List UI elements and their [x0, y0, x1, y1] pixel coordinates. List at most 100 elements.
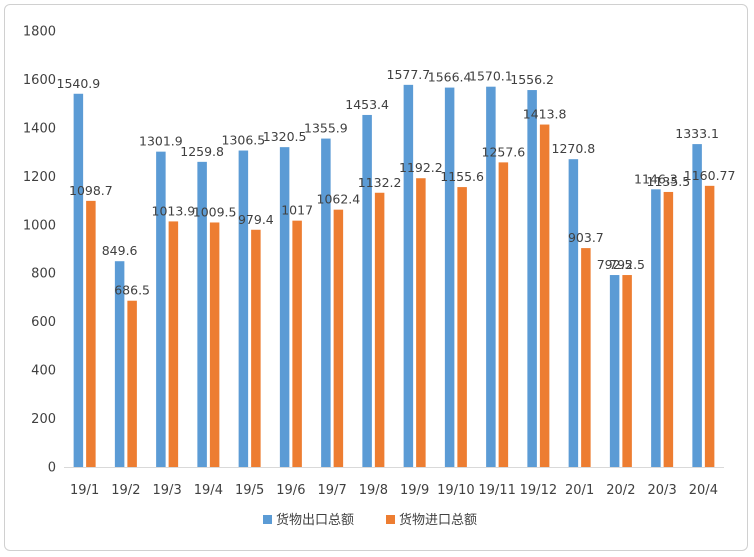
bar-import — [333, 209, 344, 467]
y-tick-label: 1800 — [23, 25, 56, 40]
bar-export — [609, 275, 620, 467]
x-tick-label: 20/4 — [689, 483, 718, 498]
x-axis: 19/1 19/2 19/3 19/4 19/5 19/6 19/7 19/8 19/9 19/1… — [64, 467, 724, 498]
y-tick-label: 600 — [31, 315, 56, 330]
data-label-export: 1355.9 — [304, 121, 348, 136]
bar-import — [168, 221, 179, 467]
x-tick-label: 19/12 — [520, 483, 557, 498]
bar-export — [403, 84, 414, 467]
bar-import — [374, 192, 385, 468]
bars — [73, 84, 715, 468]
bar-import — [457, 187, 467, 467]
data-label-import: 1192.2 — [399, 160, 443, 175]
bar-import — [704, 185, 715, 468]
data-labels: 1540.9 849.6 1301.91259.81306.51320.51355.… — [57, 67, 736, 298]
x-tick-label: 20/1 — [565, 483, 594, 498]
y-tick-label: 1000 — [23, 218, 56, 233]
bar-export — [279, 147, 290, 467]
bar-export — [444, 87, 455, 467]
x-tick-label: 19/9 — [400, 483, 429, 498]
x-tick-label: 19/8 — [359, 483, 388, 498]
data-label-import: 1017 — [281, 203, 313, 218]
bar-export — [73, 93, 84, 468]
bar-import — [581, 248, 591, 467]
y-tick-label: 1400 — [23, 121, 56, 136]
data-label-import: 1160.77 — [684, 168, 736, 183]
x-tick-label: 19/1 — [70, 483, 99, 498]
data-label-import: 1413.8 — [523, 107, 567, 122]
bar-export — [692, 144, 702, 467]
bar-export — [114, 261, 125, 467]
bar-export — [362, 114, 372, 467]
data-label-export: 849.6 — [102, 243, 138, 258]
data-label-export: 1566.4 — [428, 70, 472, 85]
bar-export — [527, 90, 537, 468]
y-tick-label: 400 — [31, 364, 56, 379]
data-label-export: 1570.1 — [469, 69, 513, 84]
data-label-import: 1013.9 — [152, 203, 196, 218]
bar-import — [292, 220, 302, 467]
data-label-export: 1146.3 — [634, 171, 678, 186]
bar-import — [622, 275, 632, 467]
y-tick-label: 800 — [31, 267, 56, 282]
bar-export — [321, 138, 331, 467]
x-tick-label: 19/10 — [437, 483, 474, 498]
data-label-import: 792.5 — [609, 257, 645, 272]
bar-export — [568, 159, 579, 467]
legend-label-import: 货物进口总额 — [399, 512, 477, 528]
x-tick-label: 19/4 — [194, 483, 223, 498]
data-label-import: 1135.5 — [647, 174, 691, 189]
data-label-import: 979.4 — [238, 212, 274, 227]
legend: 货物出口总额 货物进口总额 — [263, 512, 477, 528]
legend-swatch-import — [386, 515, 395, 524]
legend-swatch-export — [263, 515, 272, 524]
bar-import — [539, 124, 550, 468]
data-label-import: 1257.6 — [482, 144, 526, 159]
data-label-import: 1132.2 — [358, 175, 402, 190]
y-tick-label: 0 — [48, 461, 56, 476]
bar-export — [486, 86, 496, 467]
x-tick-label: 19/2 — [111, 483, 140, 498]
data-label-export: 1556.2 — [510, 72, 554, 87]
y-tick-label: 1600 — [23, 73, 56, 88]
data-label-export: 1577.7 — [387, 67, 431, 82]
bar-import — [498, 162, 509, 467]
bar-export — [238, 150, 249, 467]
data-label-import: 1155.6 — [440, 169, 484, 184]
data-label-import: 903.7 — [568, 230, 604, 245]
data-label-export: 1259.8 — [180, 144, 224, 159]
data-label-import: 1062.4 — [317, 192, 361, 207]
x-tick-label: 20/3 — [648, 483, 677, 498]
data-label-export: 1301.9 — [139, 134, 183, 149]
x-tick-label: 19/7 — [318, 483, 347, 498]
data-label-export: 1540.9 — [57, 76, 101, 91]
data-label-export: 1270.8 — [552, 141, 596, 156]
data-label-import: 1098.7 — [69, 183, 113, 198]
bar-import — [663, 191, 674, 467]
x-tick-label: 19/3 — [153, 483, 182, 498]
bar-import — [416, 178, 426, 468]
data-label-export: 1306.5 — [222, 133, 266, 148]
bar-import — [127, 300, 137, 467]
y-axis: 0 200 400 600 800 1000 1200 1400 1600 1800 — [23, 25, 56, 476]
y-tick-label: 1200 — [23, 170, 56, 185]
x-tick-label: 19/5 — [235, 483, 264, 498]
data-label-import: 686.5 — [114, 283, 150, 298]
x-tick-label: 19/6 — [276, 483, 305, 498]
bar-import — [251, 229, 261, 467]
x-tick-label: 20/2 — [606, 483, 635, 498]
bar-import — [209, 222, 220, 467]
bar-export — [156, 151, 166, 468]
bar-import — [86, 200, 96, 468]
data-label-export: 792.5 — [597, 257, 633, 272]
legend-label-export: 货物出口总额 — [276, 512, 354, 528]
data-label-export: 1333.1 — [675, 126, 719, 141]
data-label-export: 1453.4 — [345, 97, 389, 112]
data-label-import: 1009.5 — [193, 204, 237, 219]
data-label-export: 1320.5 — [263, 129, 307, 144]
bar-export — [651, 189, 661, 467]
y-tick-label: 200 — [31, 412, 56, 427]
x-tick-label: 19/11 — [478, 483, 515, 498]
bar-export — [197, 161, 207, 467]
